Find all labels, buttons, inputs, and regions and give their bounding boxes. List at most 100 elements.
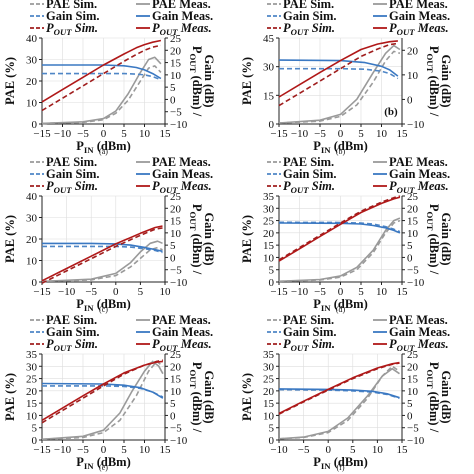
- y-left-tick-label: 45: [263, 33, 275, 45]
- panel-label: (b): [384, 106, 398, 118]
- y-axis-label-right-2: Gain (dB): [202, 370, 216, 423]
- legend-label-pout_sim: POUT Sim.: [46, 21, 98, 37]
- chart-panel-d: −15 −10 −5 0 5 10 1505101520253035−10−50510152…: [240, 155, 453, 314]
- panel-label-bg: [382, 104, 400, 118]
- y-left-tick-label: 30: [26, 213, 38, 225]
- series-line-pae_sim: [41, 65, 162, 125]
- panel-caption: (a): [99, 147, 108, 156]
- series-line-pae_sim: [41, 360, 164, 441]
- x-tick-label: 10: [376, 286, 388, 298]
- y-right-tick-label: 10: [407, 386, 419, 398]
- x-tick-label: 5: [358, 286, 364, 298]
- legend-label-pae_sim: PAE Sim.: [46, 0, 97, 11]
- y-right-tick-label: −10: [407, 277, 425, 289]
- legend-label-pae_sim: PAE Sim.: [46, 313, 97, 327]
- series-line-gain_sim: [42, 245, 163, 254]
- y-right-tick-label: 15: [170, 374, 182, 386]
- x-tick-label: 15: [397, 444, 409, 456]
- x-tick-label: −15: [33, 128, 51, 140]
- y-left-tick-label: 20: [263, 386, 275, 398]
- x-tick-label: −10: [270, 444, 288, 456]
- x-tick-label: 0: [113, 286, 119, 298]
- chart-panel-f: −10 −5 0 5 10 1505101520253035−10−50510152025…: [240, 313, 453, 472]
- y-axis-label-right-2: Gain (dB): [439, 212, 453, 265]
- y-axis-label-left: PAE (%): [3, 57, 17, 105]
- x-tick-label: 10: [372, 444, 384, 456]
- y-right-tick-label: −5: [407, 265, 419, 277]
- y-left-tick-label: 15: [26, 398, 38, 410]
- legend-label-pout_meas: POUT Meas.: [152, 21, 212, 37]
- legend-label-gain_meas: Gain Meas.: [389, 9, 450, 23]
- x-tick-label: −15: [33, 286, 51, 298]
- y-left-tick-label: 40: [26, 191, 38, 203]
- y-right-tick-label: 25: [407, 191, 419, 203]
- legend-label-pout_sim: POUT Sim.: [283, 179, 335, 195]
- y-right-tick-label: −5: [170, 423, 182, 435]
- series-line-pae_meas: [41, 360, 164, 441]
- x-tick-label: −10: [291, 128, 309, 140]
- y-left-tick-label: 10: [263, 252, 275, 264]
- chart-panel-a: −15 −10 −5 0 5 10 15010203040−10−50510152025PI…: [3, 0, 216, 156]
- y-left-tick-label: 5: [269, 423, 275, 435]
- legend-label-pout_meas: POUT Meas.: [152, 337, 212, 353]
- y-axis-label-left: PAE (%): [240, 57, 254, 105]
- legend-label-pae_meas: PAE Meas.: [152, 155, 211, 169]
- y-right-tick-label: 10: [407, 70, 419, 82]
- series-line-pout_sim: [278, 195, 401, 261]
- panel-caption: (d): [336, 305, 346, 314]
- x-tick-label: 10: [139, 444, 151, 456]
- panel-caption: (b): [336, 147, 346, 156]
- y-right-tick-label: 20: [170, 45, 182, 57]
- panel-caption: (e): [99, 463, 108, 472]
- x-tick-label: 10: [160, 286, 172, 298]
- x-tick-label: −10: [54, 444, 72, 456]
- x-tick-label: 0: [101, 128, 107, 140]
- legend-label-gain_meas: Gain Meas.: [152, 9, 213, 23]
- y-left-tick-label: 30: [26, 55, 38, 67]
- y-right-tick-label: 10: [170, 386, 182, 398]
- y-right-tick-label: −5: [407, 423, 419, 435]
- legend-label-pout_meas: POUT Meas.: [389, 179, 449, 195]
- y-right-tick-label: 5: [170, 82, 176, 94]
- legend-label-gain_meas: Gain Meas.: [389, 167, 450, 181]
- y-right-tick-label: −5: [170, 265, 182, 277]
- y-left-tick-label: 25: [263, 374, 275, 386]
- y-right-tick-label: 5: [170, 240, 176, 252]
- series-line-pae_sim: [41, 246, 163, 283]
- x-tick-label: 10: [139, 128, 151, 140]
- x-tick-label: 0: [338, 286, 344, 298]
- legend-label-gain_meas: Gain Meas.: [152, 167, 213, 181]
- series-line-pout_sim: [278, 42, 399, 107]
- y-axis-label-right: POUT (dBm) /: [425, 362, 441, 433]
- chart-panel-e: −15 −10 −5 0 5 10 1505101520253035−10−50510152…: [3, 313, 216, 472]
- y-right-tick-label: 0: [407, 410, 413, 422]
- x-tick-label: −10: [291, 286, 309, 298]
- legend-label-pae_sim: PAE Sim.: [283, 313, 334, 327]
- series-line-pout_sim: [41, 227, 163, 284]
- legend-label-pout_meas: POUT Meas.: [389, 337, 449, 353]
- legend-label-gain_sim: Gain Sim.: [46, 9, 100, 23]
- y-right-tick-label: 5: [407, 240, 413, 252]
- y-axis-label-right-2: Gain (dB): [439, 370, 453, 423]
- y-left-tick-label: 25: [263, 216, 275, 228]
- y-left-tick-label: 10: [26, 98, 38, 110]
- series-line-pout_meas: [41, 39, 162, 103]
- x-tick-label: −5: [77, 128, 89, 140]
- x-tick-label: 15: [160, 128, 172, 140]
- x-tick-label: 0: [325, 444, 331, 456]
- x-axis-label: PIN (dBm): [313, 297, 368, 313]
- series-line-pae_meas: [41, 56, 162, 125]
- y-left-tick-label: 35: [263, 191, 275, 203]
- y-right-tick-label: 10: [170, 228, 182, 240]
- y-right-tick-label: 25: [170, 349, 182, 361]
- x-axis-label: PIN (dBm): [313, 455, 368, 471]
- y-right-tick-label: 20: [407, 45, 419, 57]
- x-tick-label: −5: [77, 444, 89, 456]
- y-right-tick-label: −10: [407, 119, 425, 131]
- y-axis-label-right: POUT (dBm) /: [188, 46, 204, 117]
- x-tick-label: 5: [121, 128, 127, 140]
- y-right-tick-label: −10: [407, 435, 425, 447]
- x-axis-label: PIN (dBm): [76, 297, 131, 313]
- legend-label-gain_sim: Gain Sim.: [46, 325, 100, 339]
